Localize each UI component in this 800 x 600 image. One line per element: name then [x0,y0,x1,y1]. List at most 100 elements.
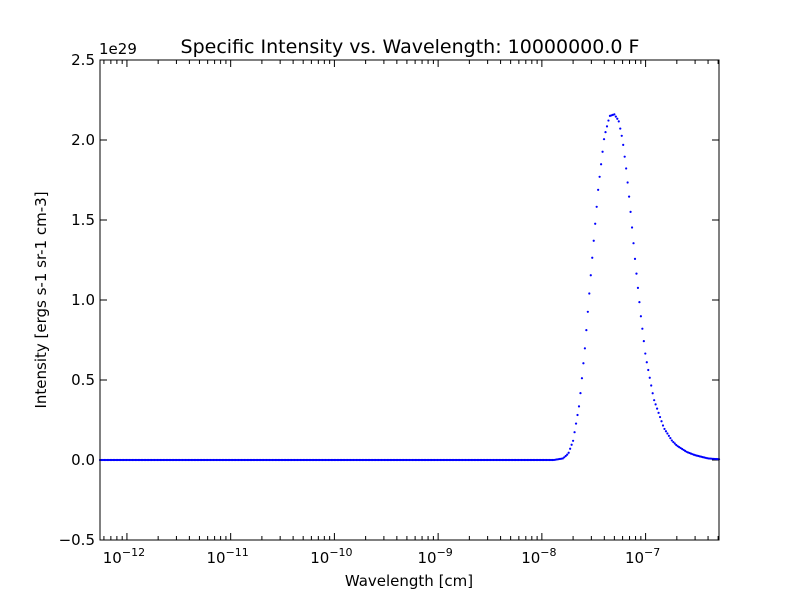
data-point [656,407,659,410]
plot-area: −0.50.00.51.01.52.02.510−12 10−11 10−10 10−… [59,51,721,567]
x-tick-label-exponent: −7 [644,546,660,559]
data-point [585,328,588,332]
data-point [651,392,654,395]
data-point [663,427,666,431]
data-point [588,292,591,295]
data-point [641,327,644,330]
data-point [648,376,651,379]
data-point [577,405,581,408]
x-tick-label: 10−12 [103,546,145,567]
data-point [579,392,582,395]
data-point [660,420,663,423]
data-point [614,115,617,118]
data-point [629,210,632,213]
data-point [625,167,628,170]
data-point [591,256,594,259]
data-point [597,188,600,191]
data-point [664,430,668,433]
data-point [619,127,622,130]
x-tick-label-base: 10 [310,549,329,567]
data-point [633,257,637,260]
x-tick-label-base: 10 [417,549,436,567]
data-point [605,125,609,128]
data-point [595,205,598,208]
data-point [626,181,629,184]
data-point [654,403,657,406]
plot-frame [99,59,720,541]
data-point [570,443,573,446]
x-tick-label-exponent: −10 [329,546,352,559]
data-point [563,456,566,459]
data-point [594,222,597,225]
x-tick-label-exponent: −8 [540,546,556,559]
y-tick-label: −0.5 [59,531,95,549]
data-point [598,175,601,178]
data-point [645,361,648,364]
data-point [604,131,607,134]
data-point [675,443,678,447]
x-axis-label: Wavelength [cm] [345,572,473,590]
x-tick-label-base: 10 [625,549,644,567]
data-point [602,138,606,141]
data-point [632,242,635,245]
y-tick-label: 0.0 [71,451,95,469]
data-point [617,120,620,123]
y-axis-label: Intensity [ergs s-1 sr-1 cm-3] [32,191,50,408]
data-point [642,340,645,343]
data-point [670,439,673,442]
data-point [592,239,595,242]
data-point [669,437,672,440]
data-point [622,143,625,147]
data-point [636,286,640,289]
data-point [635,272,638,275]
data-point [666,432,669,435]
data-point [571,439,575,442]
x-tick-label-base: 10 [207,549,226,567]
data-point [653,399,656,402]
data-point [586,310,589,313]
data-point [639,315,642,318]
data-point [658,415,662,419]
data-point [627,195,631,198]
x-tick-label-base: 10 [521,549,540,567]
data-point [582,362,585,365]
data-point [638,301,641,304]
y-tick-label: 1.5 [71,211,95,229]
chart-title: Specific Intensity vs. Wavelength: 10000… [181,36,640,58]
data-point [661,424,665,427]
x-tick-label: 10−9 [417,546,452,567]
data-point [657,411,660,414]
x-tick-label: 10−7 [625,546,660,567]
x-tick-label-exponent: −12 [122,546,145,559]
x-tick-label-exponent: −11 [226,546,249,559]
data-point [601,150,604,153]
data-point [647,368,650,372]
data-point [644,352,647,355]
data-point [607,119,610,122]
data-point [580,377,584,380]
x-tick-label-base: 10 [103,549,122,567]
data-point [573,431,576,434]
data-point [630,226,634,229]
data-point [564,454,567,458]
x-tick-label: 10−8 [521,546,556,567]
data-point [672,440,675,444]
y-tick-label: 1.0 [71,291,95,309]
data-point [574,422,578,425]
data-point [667,434,670,437]
y-tick-label: 0.5 [71,371,95,389]
y-tick-label: 2.0 [71,131,95,149]
data-point [569,447,572,450]
data-point [613,113,616,116]
x-tick-label-exponent: −9 [437,546,453,559]
x-tick-label: 10−11 [207,546,249,567]
data-point [623,155,626,158]
y-offset-multiplier: 1e29 [99,40,137,58]
data-point [567,451,570,454]
x-tick-label: 10−10 [310,546,352,567]
y-tick-label: 2.5 [71,51,95,69]
data-point [589,274,592,277]
data-point [620,134,623,137]
data-point [599,163,603,166]
